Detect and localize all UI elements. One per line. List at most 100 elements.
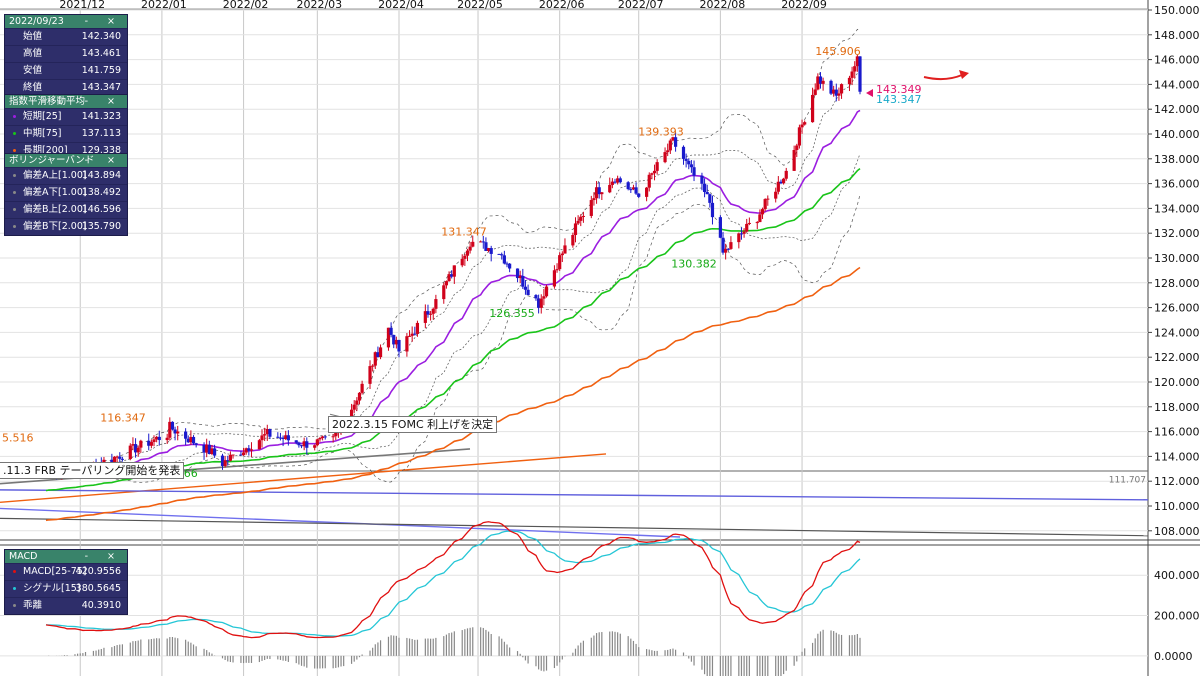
- y-tick-label: 138.0000: [1154, 153, 1200, 166]
- macd-chart: [45, 521, 861, 676]
- candle-body: [800, 124, 804, 128]
- candle-body: [705, 192, 709, 195]
- candle-body: [702, 183, 707, 193]
- candle-body: [263, 434, 267, 436]
- candle-body: [616, 178, 620, 183]
- ohlc-label: 高値: [23, 48, 43, 59]
- trend-arrow-head-icon: [959, 70, 969, 79]
- y-tick-label: 112.0000: [1154, 475, 1200, 488]
- candle-body: [505, 263, 509, 265]
- macd-tick-label: 0.0000: [1154, 650, 1193, 663]
- ohlc-value: 142.340: [81, 31, 121, 42]
- bollinger-panel-header[interactable]: ボリンジャーバンド - ×: [5, 154, 127, 167]
- candle-body: [784, 170, 788, 179]
- candle-body: [618, 178, 622, 183]
- x-tick-label: 2022/06: [539, 0, 585, 11]
- candle-body: [139, 440, 143, 448]
- y-tick-label: 116.0000: [1154, 426, 1200, 439]
- candle-body: [647, 174, 651, 188]
- candle-body: [165, 437, 169, 441]
- candle-body: [429, 313, 433, 315]
- candle-body: [468, 246, 472, 251]
- ema-value: 141.323: [81, 111, 121, 122]
- candle-body: [573, 223, 578, 236]
- candle-body: [663, 152, 667, 163]
- candle-body: [318, 437, 322, 440]
- candle-body: [170, 421, 175, 430]
- candle-body: [278, 437, 283, 439]
- candle-body: [629, 189, 633, 191]
- candle-body: [681, 146, 686, 159]
- candle-body: [244, 448, 248, 453]
- bollinger-row: 偏差A上[1.00] 143.894: [5, 167, 127, 184]
- current-price-icon: [866, 89, 873, 97]
- candle-body: [782, 178, 786, 184]
- trendline: [0, 453, 607, 503]
- x-tick-label: 2022/09: [781, 0, 827, 11]
- ema-value: 137.113: [81, 128, 121, 139]
- bollinger-line: [45, 71, 861, 472]
- panel-controls[interactable]: - ×: [84, 16, 123, 27]
- candle-body: [655, 162, 659, 171]
- candle-body: [186, 438, 190, 443]
- ohlc-value: 143.461: [81, 48, 121, 59]
- candle-body: [523, 286, 528, 290]
- bollinger-label: 偏差A下[1.00]: [23, 187, 87, 198]
- ohlc-panel-header[interactable]: 2022/09/23 - ×: [5, 15, 127, 28]
- fomc-annotation[interactable]: 2022.3.15 FOMC 利上げを決定: [328, 416, 498, 433]
- candle-body: [763, 199, 767, 210]
- panel-controls[interactable]: - ×: [84, 551, 123, 562]
- candle-body: [508, 263, 512, 269]
- macd-value: 420.9556: [75, 566, 121, 577]
- legend-dot-icon: [13, 225, 16, 228]
- y-tick-label: 132.0000: [1154, 227, 1200, 240]
- legend-dot-icon: [13, 132, 16, 135]
- candle-body: [668, 140, 672, 151]
- candle-body: [613, 181, 617, 183]
- frb-annotation[interactable]: .11.3 FRB テーパリング開始を発表: [0, 462, 185, 479]
- candlesticks: [44, 54, 862, 480]
- candle-body: [645, 187, 649, 197]
- candle-body: [700, 175, 704, 184]
- legend-dot-icon: [13, 604, 16, 607]
- high-price-label: 131.347: [441, 225, 487, 238]
- y-tick-label: 118.0000: [1154, 401, 1200, 414]
- candle-body: [484, 242, 488, 251]
- bollinger-line: [46, 153, 861, 476]
- macd-line: [45, 521, 861, 639]
- candle-body: [555, 269, 559, 271]
- candle-body: [371, 365, 375, 367]
- bollinger-row: 偏差B下[2.00] 135.790: [5, 218, 127, 235]
- y-tick-label: 124.0000: [1154, 326, 1200, 339]
- candle-body: [313, 445, 317, 448]
- candle-body: [739, 233, 744, 235]
- candle-body: [257, 440, 261, 450]
- candle-body: [847, 77, 852, 85]
- ema-panel-header[interactable]: 指数平滑移動平均 - ×: [5, 95, 127, 108]
- candle-body: [737, 233, 741, 243]
- candle-body: [471, 241, 475, 247]
- candle-body: [747, 222, 751, 224]
- candle-body: [452, 265, 456, 277]
- y-tick-label: 136.0000: [1154, 178, 1200, 191]
- candle-body: [281, 437, 285, 440]
- candle-body: [299, 445, 304, 447]
- left-edge-price-label: 5.516: [2, 432, 34, 445]
- candle-body: [128, 445, 132, 460]
- candle-body: [131, 444, 135, 446]
- panel-controls[interactable]: - ×: [84, 155, 123, 166]
- candle-body: [724, 248, 728, 253]
- candle-body: [315, 439, 319, 446]
- candle-body: [521, 275, 525, 287]
- macd-panel-header[interactable]: MACD - ×: [5, 550, 127, 563]
- macd-row: シグナル[15] 380.5645: [5, 580, 127, 597]
- macd-row: MACD[25-75] 420.9556: [5, 563, 127, 580]
- legend-dot-icon: [13, 587, 16, 590]
- candle-body: [405, 336, 409, 352]
- candle-body: [542, 296, 546, 299]
- panel-controls[interactable]: - ×: [84, 96, 123, 107]
- candle-body: [832, 89, 836, 94]
- candle-body: [184, 431, 188, 439]
